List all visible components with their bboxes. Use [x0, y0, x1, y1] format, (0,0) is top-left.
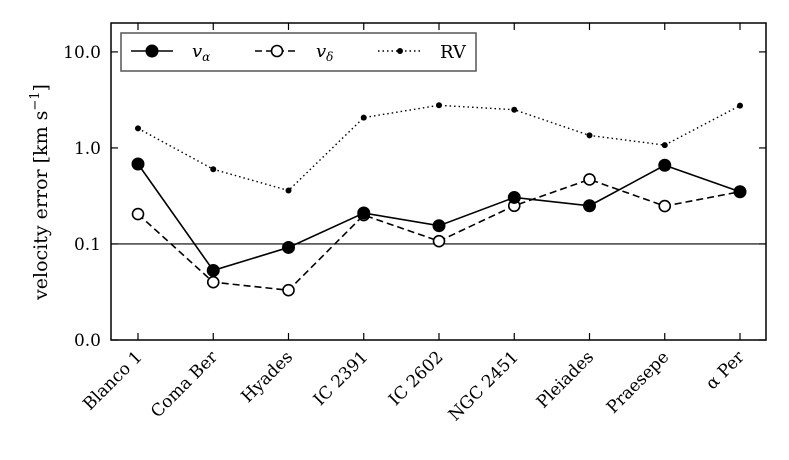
x-tick-label-1: Coma Ber: [147, 347, 222, 422]
point-va-4: [432, 219, 446, 233]
y-axis-label-close: ]: [30, 84, 52, 91]
point-rv-4: [436, 102, 442, 109]
point-vd-2: [282, 283, 295, 297]
plot-area: [111, 102, 766, 297]
point-rv-3: [360, 114, 367, 121]
point-va-7: [658, 158, 672, 172]
point-vd-0: [131, 207, 145, 221]
y-axis-label-exponent: −1: [28, 91, 43, 110]
series-line-rv: [137, 104, 741, 192]
x-tick-label-5: NGC 2451: [445, 347, 523, 425]
point-rv-1: [210, 166, 217, 173]
x-tick-label-4: IC 2602: [385, 347, 448, 410]
point-vd-6: [583, 173, 596, 186]
x-tick-label-7: Praesepe: [603, 347, 673, 417]
y-tick-label-1: 0.1: [74, 235, 101, 255]
legend-frame: [120, 32, 477, 72]
x-tick-label-6: Pleiades: [533, 347, 598, 412]
point-rv-7: [661, 142, 668, 149]
point-vd-7: [658, 199, 672, 213]
point-rv-5: [511, 106, 518, 113]
point-va-6: [583, 199, 596, 213]
point-va-1: [206, 263, 220, 277]
point-va-0: [131, 157, 145, 171]
y-tick-label-0: 0.0: [74, 331, 101, 351]
legend-label-rv: RV: [440, 42, 467, 63]
point-rv-8: [737, 102, 743, 109]
series-line-va: [137, 163, 741, 272]
legend-marker-rv: [397, 48, 403, 54]
x-tick-label-8: α Per: [702, 347, 749, 394]
series-line-vd: [137, 178, 741, 292]
point-va-8: [733, 185, 747, 199]
point-vd-4: [432, 234, 446, 248]
y-axis-label: velocity error [km s−1]: [28, 84, 52, 301]
point-va-3: [357, 206, 371, 220]
legend-marker-va: [145, 44, 159, 58]
legend-label-va: vα: [192, 41, 210, 64]
x-tick-label-0: Blanco 1: [79, 347, 146, 414]
x-tick-label-2: Hyades: [237, 347, 297, 407]
point-vd-1: [206, 275, 220, 289]
y-tick-label-2: 1.0: [74, 139, 101, 159]
point-rv-6: [586, 132, 593, 139]
point-rv-0: [135, 125, 141, 132]
x-tick-label-3: IC 2391: [310, 347, 373, 410]
y-tick-label-3: 10.0: [63, 43, 101, 63]
y-axis: 0.0 0.1 1.0 10.0: [63, 43, 766, 351]
plot-frame: [110, 22, 767, 341]
legend-marker-vd: [270, 44, 284, 58]
legend: vα vδ RV: [120, 32, 477, 72]
point-rv-2: [285, 187, 292, 194]
legend-label-vd: vδ: [316, 41, 333, 64]
point-va-5: [507, 190, 521, 204]
point-va-2: [282, 240, 295, 254]
